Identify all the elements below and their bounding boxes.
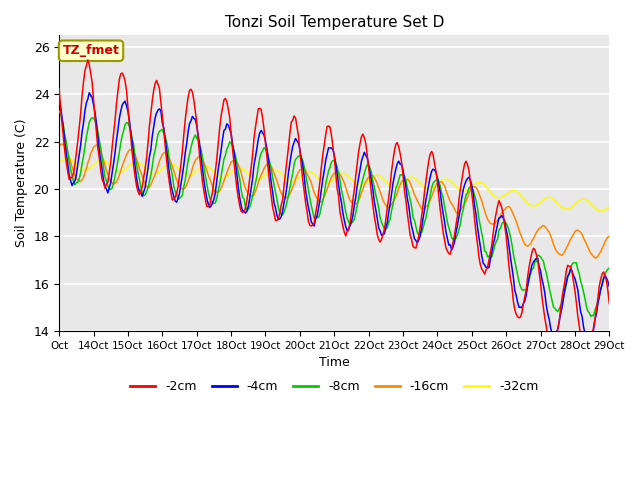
-32cm <box>605 204 613 210</box>
-8cm <box>438 190 445 196</box>
-16cm <box>70 168 77 174</box>
-8cm <box>104 183 112 189</box>
-4cm <box>283 183 291 189</box>
-4cm <box>55 96 63 102</box>
-4cm <box>106 185 113 191</box>
-8cm <box>420 219 428 225</box>
-32cm <box>283 177 291 182</box>
-16cm <box>283 194 291 200</box>
-2cm <box>84 57 92 63</box>
-2cm <box>584 355 591 360</box>
-4cm <box>605 284 613 289</box>
-8cm <box>55 108 63 114</box>
Text: TZ_fmet: TZ_fmet <box>63 44 120 57</box>
-32cm <box>422 185 430 191</box>
-4cm <box>422 197 430 203</box>
-32cm <box>64 155 72 161</box>
-8cm <box>346 222 354 228</box>
-32cm <box>348 177 355 182</box>
-8cm <box>587 313 595 319</box>
-4cm <box>584 339 591 345</box>
-32cm <box>70 158 77 164</box>
-2cm <box>68 174 76 180</box>
Line: -4cm: -4cm <box>59 93 609 342</box>
-16cm <box>422 204 430 209</box>
Title: Tonzi Soil Temperature Set D: Tonzi Soil Temperature Set D <box>225 15 444 30</box>
-4cm <box>348 219 355 225</box>
-2cm <box>283 156 291 162</box>
-16cm <box>591 255 599 261</box>
-32cm <box>55 159 63 165</box>
-8cm <box>282 204 289 210</box>
Legend: -2cm, -4cm, -8cm, -16cm, -32cm: -2cm, -4cm, -8cm, -16cm, -32cm <box>125 375 543 398</box>
X-axis label: Time: Time <box>319 356 349 369</box>
-16cm <box>55 143 63 149</box>
-2cm <box>348 210 355 216</box>
-32cm <box>597 208 605 214</box>
-16cm <box>605 233 613 239</box>
Line: -16cm: -16cm <box>59 144 609 258</box>
-8cm <box>68 172 76 178</box>
-16cm <box>439 181 447 187</box>
Line: -32cm: -32cm <box>59 158 609 211</box>
-4cm <box>439 211 447 216</box>
-4cm <box>68 183 76 189</box>
-8cm <box>605 265 613 271</box>
-16cm <box>106 176 113 181</box>
-16cm <box>348 200 355 205</box>
-2cm <box>439 229 447 235</box>
-32cm <box>106 161 113 167</box>
-4cm <box>85 90 93 96</box>
-2cm <box>422 178 430 184</box>
-2cm <box>55 86 63 92</box>
Y-axis label: Soil Temperature (C): Soil Temperature (C) <box>15 119 28 247</box>
-16cm <box>58 141 66 147</box>
-2cm <box>106 169 113 175</box>
Line: -2cm: -2cm <box>59 60 609 358</box>
-2cm <box>605 301 613 307</box>
Line: -8cm: -8cm <box>59 111 609 316</box>
-32cm <box>439 177 447 182</box>
